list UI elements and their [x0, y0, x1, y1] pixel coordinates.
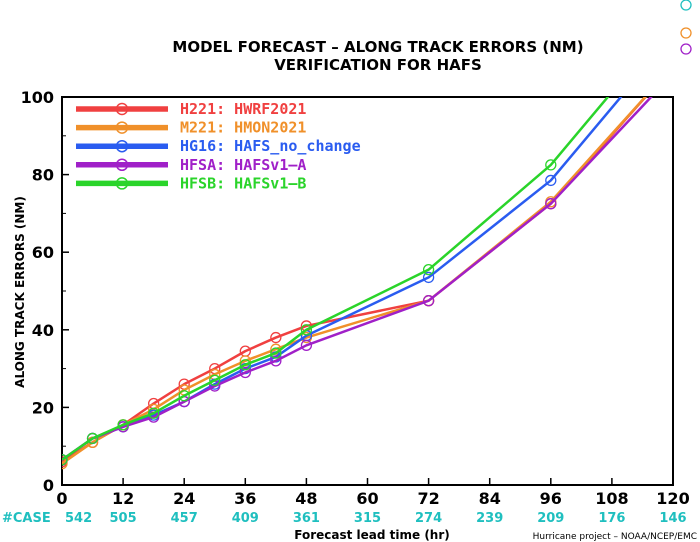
data-point [422, 295, 435, 307]
legend-marker [115, 177, 129, 190]
data-point [270, 347, 282, 359]
data-point [86, 432, 99, 445]
case-count: 146 [659, 511, 686, 526]
series-line [62, 97, 653, 461]
x-tick-label: 24 [173, 489, 195, 508]
x-tick-label: 36 [234, 489, 256, 508]
data-point [209, 374, 221, 386]
case-count: 457 [171, 511, 198, 526]
case-count: 409 [232, 511, 259, 526]
tick-labels: 0 12 24 36 48 60 72 84 96 108 120 0 20 40 60 80 100 [21, 88, 690, 508]
y-tick-label: 60 [32, 243, 54, 262]
data-point [422, 271, 435, 284]
case-count: 315 [354, 511, 381, 526]
data-point [545, 159, 557, 171]
legend-marker [115, 158, 129, 172]
data-point [300, 324, 313, 336]
x-tick-label: 12 [112, 489, 134, 508]
y-tick-label: 0 [43, 476, 54, 495]
y-tick-label: 40 [32, 321, 54, 340]
case-count: 176 [598, 511, 625, 526]
x-tick-label: 0 [56, 489, 67, 508]
y-axis-label: ALONG TRACK ERRORS (NM) [13, 196, 27, 388]
credit-text: Hurricane project – NOAA/NCEP/EMC [533, 532, 697, 542]
data-point [62, 454, 68, 466]
x-tick-label: 84 [479, 489, 501, 508]
data-point [270, 355, 282, 367]
axes-frame [61, 0, 692, 486]
offscale-marker [680, 27, 692, 39]
x-tick-label: 120 [656, 489, 689, 508]
legend-label: M221: HMON2021 [180, 119, 306, 137]
x-tick-label: 60 [356, 489, 378, 508]
data-point [239, 359, 251, 371]
case-count: 239 [476, 511, 503, 526]
legend-label: HFSA: HAFSv1–A [180, 156, 306, 174]
chart-subtitle: VERIFICATION FOR HAFS [274, 56, 482, 74]
legend-label: H221: HWRF2021 [180, 100, 306, 118]
legend-label: HFSB: HAFSv1–B [180, 174, 306, 192]
plot-frame [61, 96, 674, 486]
data-point [545, 174, 557, 187]
offscale-marker [680, 0, 692, 11]
case-count: 542 [65, 511, 92, 526]
data-point [300, 339, 313, 351]
offscale-marker [680, 43, 692, 55]
data-point [239, 366, 251, 379]
series-layer [62, 97, 653, 470]
x-tick-label: 48 [295, 489, 317, 508]
y-tick-label: 20 [32, 398, 54, 417]
data-point [545, 198, 557, 210]
data-point [422, 264, 435, 276]
case-header: #CASE [2, 511, 51, 526]
data-point [62, 458, 68, 470]
series-line [62, 97, 623, 461]
legend-marker [115, 121, 129, 134]
case-counts: #CASE 542 505 457 409 361 315 274 239 209 176 146 [2, 511, 687, 526]
x-tick-label: 72 [417, 489, 439, 508]
case-count: 505 [110, 511, 137, 526]
x-axis-label: Forecast lead time (hr) [294, 528, 450, 542]
data-point [147, 407, 160, 419]
data-point [117, 419, 129, 431]
legend-label: HG16: HAFS_no_change [180, 137, 361, 155]
case-count: 209 [537, 511, 564, 526]
case-count: 361 [293, 511, 320, 526]
x-tick-label: 96 [540, 489, 562, 508]
x-tick-label: 108 [595, 489, 628, 508]
data-point [178, 390, 190, 402]
y-tick-label: 100 [21, 88, 54, 107]
case-count: 274 [415, 511, 442, 526]
chart-title: MODEL FORECAST – ALONG TRACK ERRORS (NM) [172, 38, 583, 56]
legend-marker [115, 102, 129, 116]
y-tick-label: 80 [32, 166, 54, 185]
legend-marker [115, 139, 129, 153]
data-point [270, 331, 282, 344]
series-line [62, 97, 610, 461]
